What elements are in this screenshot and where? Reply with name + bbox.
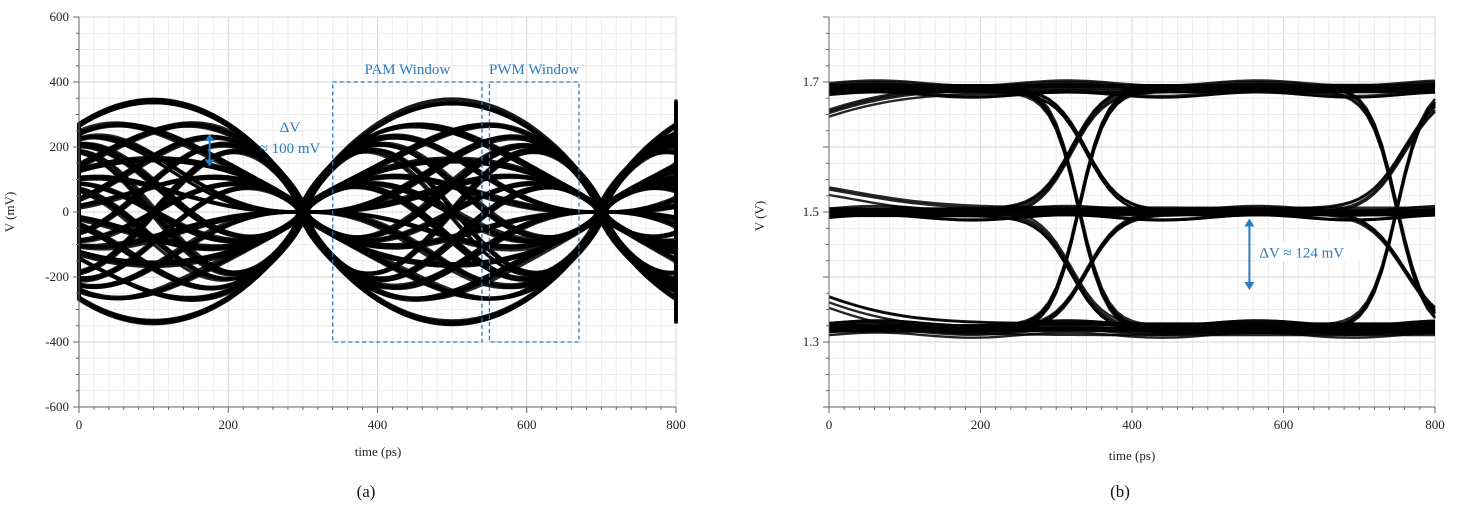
eye-trace [828,186,1435,209]
y-tick-label: 1.3 [803,334,819,349]
eye-trace [304,211,606,300]
window-box [488,81,580,343]
eye-trace [301,160,603,214]
x-tick-label: 600 [517,417,537,432]
y-tick-label: 1.7 [803,74,820,89]
eye-trace [300,211,602,301]
chart-a-annotations: PAM Window PWM Window ΔV ≈ 100 mV [204,62,580,343]
chart-b-axes: 0 200 400 600 800 1.7 1.5 1.3 [803,16,1445,432]
eye-trace [301,156,603,214]
x-tick-label: 200 [971,417,991,432]
y-tick-label: 400 [50,74,70,89]
delta-v-label-bg [1257,241,1374,262]
eye-trace [828,91,1435,118]
eye-trace [303,124,605,213]
chart-a-ylabel: V (mV) [2,192,17,233]
eye-trace [828,295,1435,325]
eye-trace [599,211,678,321]
chart-b-ylabel: V (V) [752,201,767,231]
y-tick-label: -200 [45,269,69,284]
window-label: PAM Window [365,62,451,78]
eye-trace [299,122,601,213]
eye-trace [297,211,599,301]
x-tick-label: 0 [76,417,83,432]
y-tick-label: 0 [63,204,70,219]
arrow-head-down [204,159,215,167]
eye-trace [298,211,601,301]
chart-b-caption: (b) [1110,482,1130,501]
eye-trace [599,101,678,213]
arrow-head-up [1244,218,1255,227]
chart-b-xlabel: time (ps) [1109,448,1156,463]
eye-trace [828,188,1435,211]
eye-trace [828,87,1435,115]
x-tick-label: 200 [219,417,239,432]
x-tick-label: 600 [1274,417,1294,432]
eye-trace [298,124,600,213]
chart-a: 0 200 400 600 800 600 400 200 0 -200 -400 -600 PAM … [2,9,686,501]
eye-trace [828,331,1436,339]
delta-v-label: ΔV ≈ 124 mV [1259,245,1344,261]
eye-trace [301,101,604,213]
chart-a-axes: 0 200 400 600 800 600 400 200 0 -200 -400 -600 [45,9,686,432]
eye-trace [828,84,1435,111]
window-label: PWM Window [489,62,580,78]
eye-trace [828,85,1435,113]
eye-trace [304,211,606,301]
eye-trace [305,211,607,301]
eye-trace [303,122,605,213]
eye-trace [299,211,601,301]
eye-trace [298,125,600,213]
eye-trace [302,122,605,213]
y-tick-label: 200 [50,139,70,154]
x-tick-label: 0 [826,417,833,432]
eye-trace [304,144,606,239]
delta-v-label-line2: ≈ 100 mV [260,141,321,157]
eye-trace [301,124,603,213]
window-box [332,81,483,343]
chart-a-xlabel: time (ps) [355,444,402,459]
eye-trace [304,211,606,301]
y-tick-label: 600 [50,9,70,24]
arrow-head-down [1244,282,1255,290]
eye-trace [301,97,604,213]
eye-trace [828,306,1435,337]
chart-a-caption: (a) [357,482,376,501]
arrow-head-up [204,134,215,141]
x-tick-label: 400 [368,417,388,432]
chart-b-annotations: ΔV ≈ 124 mV [1244,218,1374,290]
x-tick-label: 400 [1122,417,1142,432]
chart-b-traces [828,79,1436,339]
eye-trace [302,122,604,213]
x-tick-label: 800 [1425,417,1445,432]
eye-trace [829,100,1436,330]
y-tick-label: -400 [45,334,69,349]
eye-trace [301,211,604,327]
eye-trace [300,211,602,303]
eye-trace [301,210,603,267]
eye-trace [300,123,602,213]
eye-trace [299,122,602,213]
x-tick-label: 800 [666,417,686,432]
eye-trace [297,124,600,213]
eye-trace [600,210,678,265]
eye-trace [828,193,1435,217]
eye-trace [298,211,600,300]
eye-trace [299,185,601,281]
y-tick-label: 1.5 [803,204,819,219]
eye-trace [299,148,601,276]
chart-b: 0 200 400 600 800 1.7 1.5 1.3 ΔV ≈ 124 mV time … [752,16,1445,501]
delta-v-label-line1: ΔV [280,120,301,136]
y-tick-label: -600 [45,399,69,414]
eye-trace [828,301,1435,331]
